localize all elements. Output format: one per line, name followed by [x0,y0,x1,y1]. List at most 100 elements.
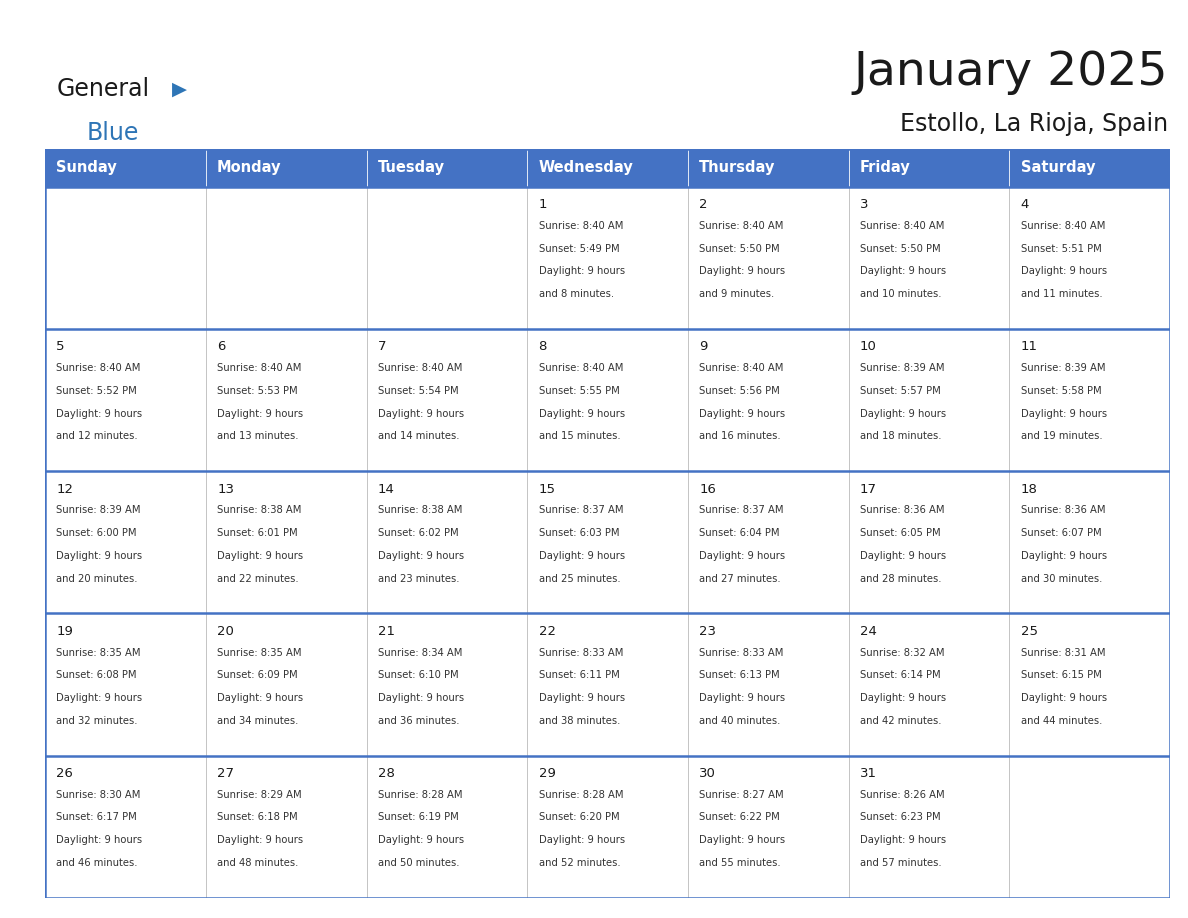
Text: January 2025: January 2025 [853,50,1168,95]
Text: Sunset: 5:56 PM: Sunset: 5:56 PM [700,386,781,396]
Text: 8: 8 [538,341,546,353]
Text: 18: 18 [1020,483,1037,496]
Text: Sunrise: 8:28 AM: Sunrise: 8:28 AM [538,789,623,800]
Text: 10: 10 [860,341,877,353]
Text: Sunset: 6:07 PM: Sunset: 6:07 PM [1020,528,1101,538]
Text: Saturday: Saturday [1020,161,1095,175]
Text: 12: 12 [56,483,74,496]
Text: and 55 minutes.: and 55 minutes. [700,858,781,868]
Bar [206,149,367,187]
Text: and 48 minutes.: and 48 minutes. [217,858,298,868]
Text: Sunset: 6:11 PM: Sunset: 6:11 PM [538,670,619,680]
Text: Sunrise: 8:40 AM: Sunrise: 8:40 AM [1020,221,1105,231]
Text: Sunset: 6:15 PM: Sunset: 6:15 PM [1020,670,1101,680]
Text: Sunset: 6:13 PM: Sunset: 6:13 PM [700,670,779,680]
Text: 29: 29 [538,767,556,780]
Text: Daylight: 9 hours: Daylight: 9 hours [860,551,946,561]
Text: Sunday: Sunday [56,161,118,175]
Text: Daylight: 9 hours: Daylight: 9 hours [700,835,785,845]
Text: Sunrise: 8:40 AM: Sunrise: 8:40 AM [700,221,784,231]
Text: 19: 19 [56,625,74,638]
Text: and 44 minutes.: and 44 minutes. [1020,716,1102,726]
Text: 30: 30 [700,767,716,780]
Text: and 20 minutes.: and 20 minutes. [56,574,138,584]
Bar [527,149,688,187]
Text: 20: 20 [217,625,234,638]
Bar [527,329,688,471]
Text: 17: 17 [860,483,877,496]
Text: Daylight: 9 hours: Daylight: 9 hours [700,266,785,276]
Text: Sunrise: 8:37 AM: Sunrise: 8:37 AM [538,505,623,515]
Text: Sunrise: 8:35 AM: Sunrise: 8:35 AM [56,647,141,657]
Text: and 57 minutes.: and 57 minutes. [860,858,942,868]
Text: and 27 minutes.: and 27 minutes. [700,574,781,584]
Bar [367,187,527,329]
Text: Sunset: 5:54 PM: Sunset: 5:54 PM [378,386,459,396]
Text: and 25 minutes.: and 25 minutes. [538,574,620,584]
Text: 15: 15 [538,483,556,496]
Text: Daylight: 9 hours: Daylight: 9 hours [700,551,785,561]
Text: General: General [57,77,150,101]
Bar [206,329,367,471]
Bar [848,329,1010,471]
Text: Sunrise: 8:29 AM: Sunrise: 8:29 AM [217,789,302,800]
Text: Sunrise: 8:35 AM: Sunrise: 8:35 AM [217,647,302,657]
Text: Sunrise: 8:31 AM: Sunrise: 8:31 AM [1020,647,1105,657]
Text: and 46 minutes.: and 46 minutes. [56,858,138,868]
Text: Sunset: 5:57 PM: Sunset: 5:57 PM [860,386,941,396]
Bar [1010,149,1170,187]
Text: 4: 4 [1020,198,1029,211]
Text: Sunrise: 8:36 AM: Sunrise: 8:36 AM [1020,505,1105,515]
Text: Daylight: 9 hours: Daylight: 9 hours [56,409,143,419]
Text: Sunrise: 8:39 AM: Sunrise: 8:39 AM [56,505,141,515]
Text: and 8 minutes.: and 8 minutes. [538,289,614,299]
Bar [1010,613,1170,756]
Bar [45,471,206,613]
Text: Sunset: 6:03 PM: Sunset: 6:03 PM [538,528,619,538]
Text: and 14 minutes.: and 14 minutes. [378,431,460,442]
Text: ▶: ▶ [172,80,188,98]
Text: and 42 minutes.: and 42 minutes. [860,716,942,726]
Text: Sunrise: 8:37 AM: Sunrise: 8:37 AM [700,505,784,515]
Text: Blue: Blue [87,121,139,145]
Text: 3: 3 [860,198,868,211]
Text: Sunrise: 8:40 AM: Sunrise: 8:40 AM [860,221,944,231]
Text: and 30 minutes.: and 30 minutes. [1020,574,1102,584]
Text: Daylight: 9 hours: Daylight: 9 hours [378,551,465,561]
Text: and 12 minutes.: and 12 minutes. [56,431,138,442]
Text: and 15 minutes.: and 15 minutes. [538,431,620,442]
Text: Daylight: 9 hours: Daylight: 9 hours [56,551,143,561]
Text: Daylight: 9 hours: Daylight: 9 hours [538,266,625,276]
Text: 22: 22 [538,625,556,638]
Bar [688,471,848,613]
Text: Sunrise: 8:33 AM: Sunrise: 8:33 AM [700,647,784,657]
Text: Daylight: 9 hours: Daylight: 9 hours [538,551,625,561]
Text: 31: 31 [860,767,877,780]
Text: Daylight: 9 hours: Daylight: 9 hours [538,693,625,703]
Text: Daylight: 9 hours: Daylight: 9 hours [700,693,785,703]
Text: and 36 minutes.: and 36 minutes. [378,716,460,726]
Text: and 18 minutes.: and 18 minutes. [860,431,942,442]
Text: Sunrise: 8:38 AM: Sunrise: 8:38 AM [378,505,462,515]
Text: and 28 minutes.: and 28 minutes. [860,574,942,584]
Bar [848,756,1010,898]
Text: Daylight: 9 hours: Daylight: 9 hours [217,693,303,703]
Bar [45,613,206,756]
Text: Sunset: 6:20 PM: Sunset: 6:20 PM [538,812,619,823]
Text: Daylight: 9 hours: Daylight: 9 hours [378,835,465,845]
Text: Sunset: 6:05 PM: Sunset: 6:05 PM [860,528,941,538]
Text: Friday: Friday [860,161,911,175]
Text: Sunset: 5:58 PM: Sunset: 5:58 PM [1020,386,1101,396]
Text: Sunset: 5:50 PM: Sunset: 5:50 PM [860,243,941,253]
Text: Sunset: 6:08 PM: Sunset: 6:08 PM [56,670,137,680]
Text: 1: 1 [538,198,546,211]
Text: Daylight: 9 hours: Daylight: 9 hours [217,409,303,419]
Text: Sunrise: 8:40 AM: Sunrise: 8:40 AM [538,364,623,373]
Text: Sunset: 6:09 PM: Sunset: 6:09 PM [217,670,298,680]
Text: 7: 7 [378,341,386,353]
Bar [45,187,206,329]
Text: Sunrise: 8:38 AM: Sunrise: 8:38 AM [217,505,302,515]
Text: Sunrise: 8:26 AM: Sunrise: 8:26 AM [860,789,944,800]
Text: Daylight: 9 hours: Daylight: 9 hours [860,266,946,276]
Text: Sunrise: 8:40 AM: Sunrise: 8:40 AM [378,364,462,373]
